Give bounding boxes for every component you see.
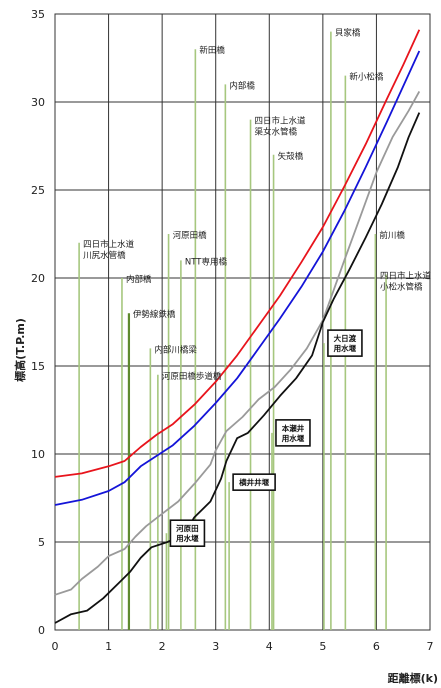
weir-label-box [232, 473, 276, 491]
y-tick-label: 35 [31, 8, 45, 21]
weir-label-box [327, 329, 363, 357]
weir-label-box [169, 519, 206, 548]
weir-label: 本瀬井 [281, 423, 305, 433]
x-tick-label: 7 [427, 640, 434, 653]
x-tick-label: 1 [105, 640, 112, 653]
series-line-gray [54, 90, 421, 596]
weir-label: 用水堰 [334, 343, 357, 353]
structure-label: 河原田橋 [173, 230, 208, 241]
structure-label: 前川橋 [379, 230, 405, 241]
structure-label: 内部橋 [126, 274, 152, 285]
structure-label: 伊勢線鉄橋 [133, 309, 176, 320]
structure-lines [78, 31, 387, 630]
structure-label: NTT専用橋 [185, 256, 228, 267]
structure-label: 四日市上水道 [380, 270, 432, 281]
structure-label: 新田橋 [199, 45, 225, 56]
y-tick-label: 5 [38, 536, 45, 549]
y-tick-label: 30 [31, 96, 45, 109]
weir-label: 用水堰 [176, 533, 199, 543]
series-line-blue [54, 50, 421, 506]
tick-labels: 0 1 2 3 4 5 6 7 0 5 10 15 20 25 30 35 [31, 8, 434, 653]
x-tick-label: 3 [212, 640, 219, 653]
weir-label: 大日渡 [334, 333, 357, 343]
weir-label: 河原田 [176, 523, 199, 533]
structure-label: 貝家橋 [335, 28, 361, 39]
y-axis-label: 標高(T.P.m) [13, 318, 27, 382]
grid [54, 13, 431, 631]
structure-label: 小松水管橋 [380, 281, 423, 292]
y-tick-label: 15 [31, 360, 45, 373]
structure-label: 四日市上水道 [255, 116, 307, 127]
structure-label: 渠女水管橋 [255, 127, 298, 138]
series-line-black [54, 112, 421, 624]
x-tick-label: 5 [319, 640, 326, 653]
structure-label: 四日市上水道 [83, 239, 135, 250]
structure-annotations: 四日市上水道川尻水管橋内部橋伊勢線鉄橋内部川橋梁河原田橋歩道橋河原田橋NTT専用… [83, 28, 432, 548]
weir-label: 横井井堰 [239, 477, 269, 487]
series-line-red [54, 29, 421, 478]
x-tick-label: 4 [266, 640, 273, 653]
x-axis-label: 距離標(k) [388, 671, 438, 685]
plot-frame [54, 13, 431, 631]
structure-label: 内部橋 [229, 80, 255, 91]
x-tick-label: 0 [52, 640, 59, 653]
structure-label: 川尻水管橋 [83, 250, 126, 261]
y-tick-label: 25 [31, 184, 45, 197]
structure-label: 内部川橋梁 [154, 344, 197, 355]
y-tick-label: 10 [31, 448, 45, 461]
x-tick-label: 6 [373, 640, 380, 653]
structure-label: 新小松橋 [349, 72, 384, 83]
weir-label: 用水堰 [282, 433, 305, 443]
weir-label-box [275, 419, 311, 447]
y-tick-label: 0 [38, 624, 45, 637]
series-lines [54, 29, 421, 624]
structure-label: 矢殻橋 [278, 151, 304, 162]
x-tick-label: 2 [159, 640, 166, 653]
y-tick-label: 20 [31, 272, 45, 285]
structure-label: 河原田橋歩道橋 [162, 371, 222, 382]
